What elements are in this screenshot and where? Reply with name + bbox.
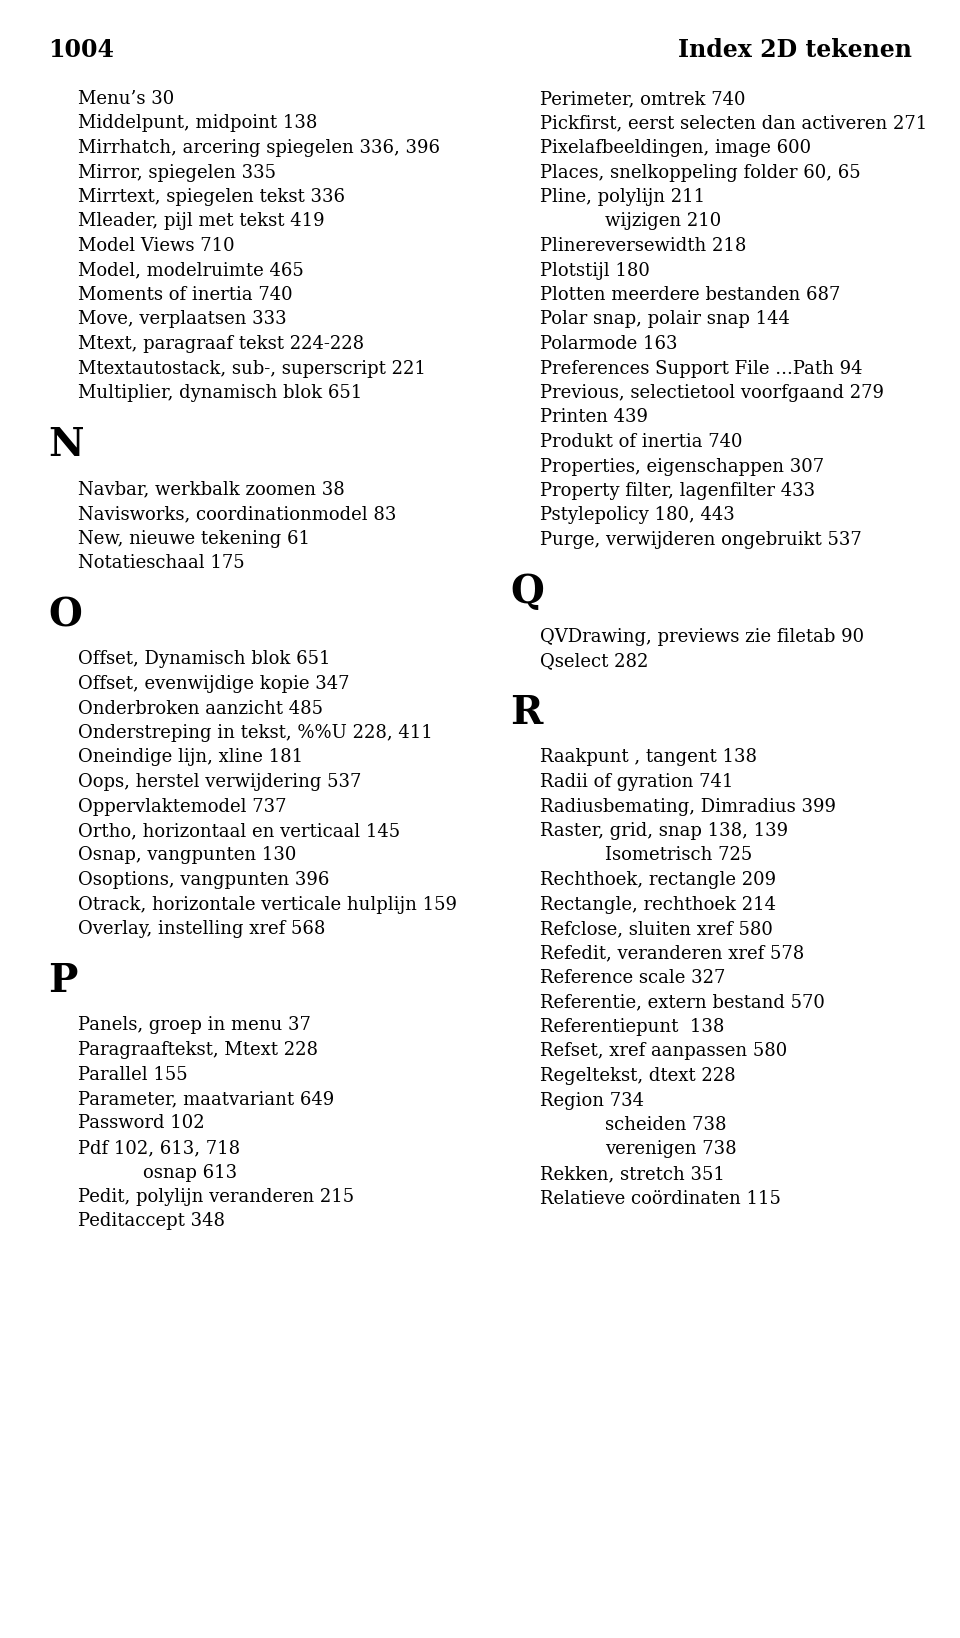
Text: Model Views 710: Model Views 710	[78, 238, 234, 256]
Text: Oneindige lijn, xline 181: Oneindige lijn, xline 181	[78, 749, 303, 767]
Text: Pickfirst, eerst selecten dan activeren 271: Pickfirst, eerst selecten dan activeren …	[540, 115, 927, 133]
Text: Property filter, lagenfilter 433: Property filter, lagenfilter 433	[540, 482, 815, 500]
Text: Preferences Support File ...Path 94: Preferences Support File ...Path 94	[540, 359, 862, 377]
Text: Rekken, stretch 351: Rekken, stretch 351	[540, 1165, 725, 1183]
Text: Raster, grid, snap 138, 139: Raster, grid, snap 138, 139	[540, 822, 788, 840]
Text: Mleader, pijl met tekst 419: Mleader, pijl met tekst 419	[78, 213, 324, 231]
Text: Moments of inertia 740: Moments of inertia 740	[78, 287, 293, 305]
Text: Perimeter, omtrek 740: Perimeter, omtrek 740	[540, 90, 746, 108]
Text: osnap 613: osnap 613	[143, 1163, 237, 1181]
Text: Refset, xref aanpassen 580: Refset, xref aanpassen 580	[540, 1042, 787, 1060]
Text: Rectangle, rechthoek 214: Rectangle, rechthoek 214	[540, 896, 776, 914]
Text: Mtextautostack, sub-, superscript 221: Mtextautostack, sub-, superscript 221	[78, 359, 426, 377]
Text: Mirrtext, spiegelen tekst 336: Mirrtext, spiegelen tekst 336	[78, 188, 345, 206]
Text: Move, verplaatsen 333: Move, verplaatsen 333	[78, 311, 287, 329]
Text: Navbar, werkbalk zoomen 38: Navbar, werkbalk zoomen 38	[78, 480, 345, 498]
Text: Plotten meerdere bestanden 687: Plotten meerdere bestanden 687	[540, 287, 840, 305]
Text: Osoptions, vangpunten 396: Osoptions, vangpunten 396	[78, 871, 329, 889]
Text: Oops, herstel verwijdering 537: Oops, herstel verwijdering 537	[78, 773, 361, 791]
Text: Peditaccept 348: Peditaccept 348	[78, 1212, 225, 1230]
Text: Pdf 102, 613, 718: Pdf 102, 613, 718	[78, 1138, 240, 1156]
Text: Password 102: Password 102	[78, 1114, 204, 1132]
Text: R: R	[510, 695, 542, 732]
Text: Navisworks, coordinationmodel 83: Navisworks, coordinationmodel 83	[78, 505, 396, 523]
Text: Rechthoek, rectangle 209: Rechthoek, rectangle 209	[540, 871, 776, 889]
Text: Refclose, sluiten xref 580: Refclose, sluiten xref 580	[540, 921, 773, 939]
Text: Q: Q	[510, 573, 543, 611]
Text: Otrack, horizontale verticale hulplijn 159: Otrack, horizontale verticale hulplijn 1…	[78, 896, 457, 914]
Text: Model, modelruimte 465: Model, modelruimte 465	[78, 262, 303, 280]
Text: Radiusbemating, Dimradius 399: Radiusbemating, Dimradius 399	[540, 798, 836, 816]
Text: Reference scale 327: Reference scale 327	[540, 970, 726, 988]
Text: Region 734: Region 734	[540, 1091, 644, 1109]
Text: Mtext, paragraaf tekst 224-228: Mtext, paragraaf tekst 224-228	[78, 336, 364, 354]
Text: Purge, verwijderen ongebruikt 537: Purge, verwijderen ongebruikt 537	[540, 531, 862, 549]
Text: Radii of gyration 741: Radii of gyration 741	[540, 773, 733, 791]
Text: O: O	[48, 596, 82, 634]
Text: Parameter, maatvariant 649: Parameter, maatvariant 649	[78, 1089, 334, 1107]
Text: P: P	[48, 963, 78, 1001]
Text: Produkt of inertia 740: Produkt of inertia 740	[540, 432, 742, 450]
Text: Relatieve coördinaten 115: Relatieve coördinaten 115	[540, 1189, 780, 1207]
Text: Referentiepunt  138: Referentiepunt 138	[540, 1017, 725, 1035]
Text: New, nieuwe tekening 61: New, nieuwe tekening 61	[78, 529, 310, 547]
Text: Parallel 155: Parallel 155	[78, 1065, 187, 1083]
Text: Referentie, extern bestand 570: Referentie, extern bestand 570	[540, 994, 825, 1012]
Text: Onderbroken aanzicht 485: Onderbroken aanzicht 485	[78, 699, 323, 717]
Text: N: N	[48, 426, 84, 465]
Text: Polarmode 163: Polarmode 163	[540, 336, 678, 354]
Text: Middelpunt, midpoint 138: Middelpunt, midpoint 138	[78, 115, 318, 133]
Text: Pixelafbeeldingen, image 600: Pixelafbeeldingen, image 600	[540, 139, 811, 157]
Text: Regeltekst, dtext 228: Regeltekst, dtext 228	[540, 1066, 735, 1084]
Text: Offset, Dynamisch blok 651: Offset, Dynamisch blok 651	[78, 650, 330, 668]
Text: Ortho, horizontaal en verticaal 145: Ortho, horizontaal en verticaal 145	[78, 822, 400, 840]
Text: Qselect 282: Qselect 282	[540, 652, 648, 670]
Text: verenigen 738: verenigen 738	[605, 1140, 736, 1158]
Text: Isometrisch 725: Isometrisch 725	[605, 847, 753, 865]
Text: Paragraaftekst, Mtext 228: Paragraaftekst, Mtext 228	[78, 1042, 318, 1060]
Text: QVDrawing, previews zie filetab 90: QVDrawing, previews zie filetab 90	[540, 627, 864, 645]
Text: Raakpunt , tangent 138: Raakpunt , tangent 138	[540, 749, 757, 767]
Text: Overlay, instelling xref 568: Overlay, instelling xref 568	[78, 921, 325, 939]
Text: Pedit, polylijn veranderen 215: Pedit, polylijn veranderen 215	[78, 1188, 354, 1206]
Text: Notatieschaal 175: Notatieschaal 175	[78, 554, 245, 572]
Text: Polar snap, polair snap 144: Polar snap, polair snap 144	[540, 311, 790, 329]
Text: Oppervlaktemodel 737: Oppervlaktemodel 737	[78, 798, 286, 816]
Text: Previous, selectietool voorfgaand 279: Previous, selectietool voorfgaand 279	[540, 383, 884, 401]
Text: Pline, polylijn 211: Pline, polylijn 211	[540, 188, 706, 206]
Text: Pstylepolicy 180, 443: Pstylepolicy 180, 443	[540, 506, 734, 524]
Text: Osnap, vangpunten 130: Osnap, vangpunten 130	[78, 847, 297, 865]
Text: Plotstijl 180: Plotstijl 180	[540, 262, 650, 280]
Text: 1004: 1004	[48, 38, 114, 62]
Text: Mirrhatch, arcering spiegelen 336, 396: Mirrhatch, arcering spiegelen 336, 396	[78, 139, 440, 157]
Text: Properties, eigenschappen 307: Properties, eigenschappen 307	[540, 457, 824, 475]
Text: Panels, groep in menu 37: Panels, groep in menu 37	[78, 1017, 311, 1035]
Text: Mirror, spiegelen 335: Mirror, spiegelen 335	[78, 164, 276, 182]
Text: Places, snelkoppeling folder 60, 65: Places, snelkoppeling folder 60, 65	[540, 164, 860, 182]
Text: Onderstreping in tekst, %%U 228, 411: Onderstreping in tekst, %%U 228, 411	[78, 724, 433, 742]
Text: Printen 439: Printen 439	[540, 408, 648, 426]
Text: Refedit, veranderen xref 578: Refedit, veranderen xref 578	[540, 945, 804, 963]
Text: Menu’s 30: Menu’s 30	[78, 90, 175, 108]
Text: Offset, evenwijdige kopie 347: Offset, evenwijdige kopie 347	[78, 675, 349, 693]
Text: Plinereversewidth 218: Plinereversewidth 218	[540, 238, 746, 256]
Text: Multiplier, dynamisch blok 651: Multiplier, dynamisch blok 651	[78, 383, 362, 401]
Text: scheiden 738: scheiden 738	[605, 1115, 727, 1133]
Text: wijzigen 210: wijzigen 210	[605, 213, 721, 231]
Text: Index 2D tekenen: Index 2D tekenen	[678, 38, 912, 62]
